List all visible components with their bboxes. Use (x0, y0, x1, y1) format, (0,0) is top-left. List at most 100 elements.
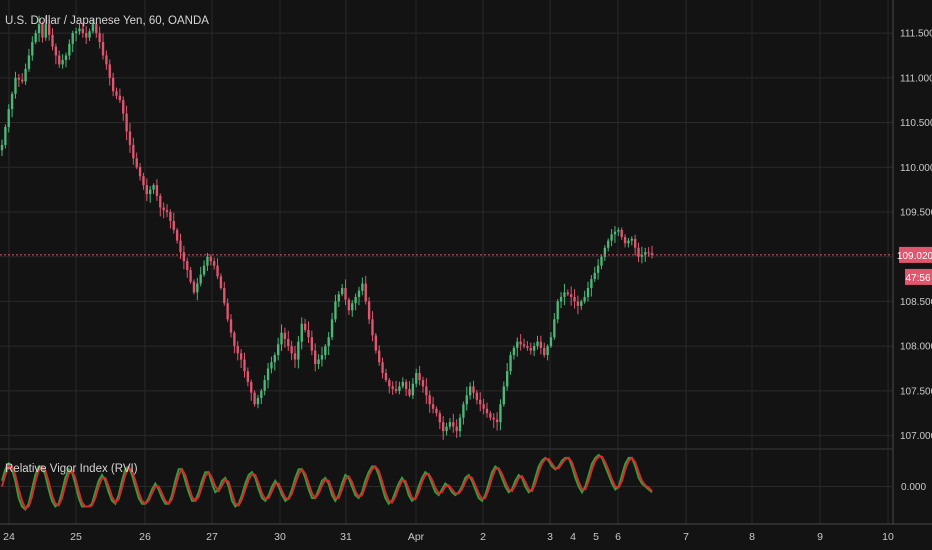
candle-body (98, 33, 101, 43)
candle-body (334, 301, 337, 320)
candle-body (408, 389, 411, 396)
candle-body (458, 417, 462, 432)
time-tick-label: 9 (817, 531, 823, 543)
candle-body (10, 93, 14, 110)
candle-body (583, 296, 586, 302)
candle-body (502, 386, 505, 405)
time-tick-label: 25 (70, 531, 82, 543)
price-tick-label: 108.500 (900, 297, 932, 308)
candle-body (132, 144, 135, 159)
time-tick-label: 5 (593, 531, 599, 543)
time-tick-label: Apr (408, 531, 425, 543)
candle-body (489, 413, 492, 418)
candle-body (229, 319, 233, 333)
price-axis[interactable]: 111.500 111.000 110.500 110.000 109.500 109.0… (892, 0, 932, 524)
candle-body (189, 270, 192, 282)
candle-body (256, 398, 260, 405)
candle-body (340, 288, 344, 295)
candle-body (364, 283, 367, 302)
candle-body (152, 185, 155, 190)
time-tick-label: 8 (749, 531, 755, 543)
candle-body (276, 344, 280, 356)
candle-body (47, 24, 51, 35)
rvi-pane[interactable]: Relative Vigor Index (RVI) 0.000 (0, 449, 926, 524)
candle-body (442, 422, 445, 432)
candle-body (61, 59, 64, 65)
candle-body (495, 419, 499, 423)
candle-body (192, 281, 196, 293)
candle-body (34, 33, 37, 43)
candle-body (428, 395, 431, 405)
price-tick-label: 107.500 (900, 386, 932, 397)
candle-body (290, 346, 293, 354)
candle-body (549, 337, 553, 347)
candle-body (253, 392, 256, 405)
candle-body (596, 265, 600, 273)
candle-body (283, 332, 287, 339)
time-tick-label: 7 (683, 531, 689, 543)
candle-body (482, 404, 485, 409)
candle-body (196, 283, 199, 293)
candle-body (115, 91, 118, 96)
candle-body (41, 24, 44, 38)
candle-body (239, 353, 243, 360)
candle-body (388, 380, 391, 387)
candle-body (640, 254, 644, 257)
candle-body (246, 371, 250, 382)
candle-body (330, 319, 334, 338)
candle-body (384, 372, 388, 381)
candle-body (637, 247, 640, 257)
time-tick-label: 4 (570, 531, 576, 543)
rvi-red-line (1, 455, 653, 510)
candle-body (367, 301, 371, 320)
rvi-series (1, 453, 653, 511)
candle-body (209, 256, 212, 262)
candle-body (169, 211, 172, 221)
candle-body (644, 252, 647, 255)
candle-body (448, 422, 452, 427)
candle-body (310, 337, 314, 351)
candle-body (236, 346, 239, 354)
price-pane[interactable]: U.S. Dollar / Japanese Yen, 60, OANDA (0, 0, 893, 449)
candle-body (202, 265, 206, 275)
candle-body (219, 276, 223, 289)
candle-body (462, 404, 465, 418)
candle-body (101, 42, 105, 56)
time-axis-ticks: 24 25 26 27 30 31 Apr 2 3 4 5 6 7 8 9 10 (3, 531, 894, 543)
candle-body (404, 381, 408, 390)
symbol-title: U.S. Dollar / Japanese Yen, 60, OANDA (5, 15, 209, 27)
candle-body (411, 383, 415, 396)
candle-body (320, 355, 324, 360)
candle-body (468, 386, 472, 396)
candle-body (317, 359, 320, 365)
candle-body (71, 33, 74, 44)
candle-body (529, 347, 532, 351)
candle-body (199, 274, 202, 284)
candle-body (620, 229, 623, 238)
candle-body (519, 341, 522, 345)
candle-body (374, 335, 378, 351)
candle-body (270, 362, 273, 369)
candle-body (593, 272, 596, 280)
candle-body (27, 55, 31, 69)
candle-body (526, 346, 529, 348)
time-axis[interactable]: 24 25 26 27 30 31 Apr 2 3 4 5 6 7 8 9 10 (0, 523, 932, 543)
candle-body (273, 355, 276, 363)
price-tick-label: 110.000 (900, 163, 932, 174)
candle-body (216, 265, 219, 277)
candle-body (603, 247, 607, 257)
candle-body (573, 296, 576, 302)
candle-body (522, 344, 526, 347)
candle-body (145, 185, 148, 195)
candle-body (17, 77, 21, 80)
candle-body (182, 252, 186, 262)
candle-body (600, 256, 603, 266)
candle-body (421, 380, 425, 387)
candle-body (142, 176, 145, 186)
candle-body (623, 237, 627, 244)
candle-body (260, 390, 263, 399)
candle-body (354, 296, 357, 304)
candle-body (303, 323, 307, 331)
